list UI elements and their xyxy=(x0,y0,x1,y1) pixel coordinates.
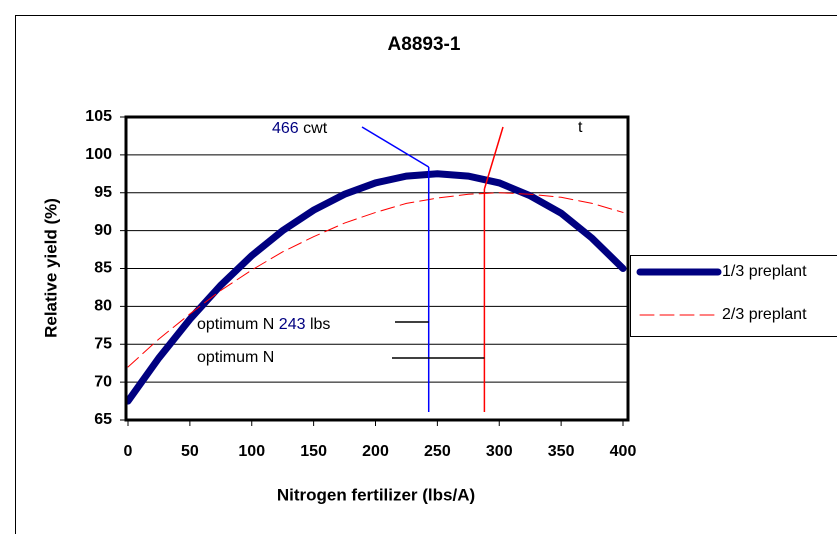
x-tick-label: 0 xyxy=(124,443,133,460)
x-tick-label: 400 xyxy=(610,443,637,460)
data-line xyxy=(124,170,627,405)
y-axis-label: Relative yield (%) xyxy=(41,198,60,338)
marks xyxy=(124,126,627,412)
annotation: 466 cwt xyxy=(272,120,328,137)
legend xyxy=(630,255,837,337)
x-tick-label: 250 xyxy=(424,443,451,460)
annotation: optimum N 243 lbs xyxy=(197,316,330,333)
y-tick-label: 75 xyxy=(94,335,112,352)
legend-label: 2/3 preplant xyxy=(722,306,807,323)
y-tick-label: 80 xyxy=(94,298,112,315)
x-tick-label: 50 xyxy=(181,443,199,460)
annotation-unit: cwt xyxy=(299,120,328,137)
y-tick-label: 100 xyxy=(85,146,112,163)
legend-entries: 1/3 preplant 2/3 preplant xyxy=(636,263,807,323)
annotation-text: optimum N xyxy=(197,316,279,333)
grid: 65 70 75 80 85 90 95 100 105 0 50 100 150 200 250 300 35… xyxy=(85,108,636,460)
x-tick-label: 150 xyxy=(300,443,327,460)
annotation-value: 466 xyxy=(272,120,299,137)
annotation: t xyxy=(578,119,583,136)
y-tick-label: 70 xyxy=(94,373,112,390)
chart-border xyxy=(15,15,837,534)
data-line xyxy=(127,192,624,368)
annotation-unit: lbs xyxy=(306,316,331,333)
x-axis-label: Nitrogen fertilizer (lbs/A) xyxy=(277,485,475,504)
x-tick-label: 100 xyxy=(238,443,265,460)
chart-title: A8893-1 xyxy=(388,34,461,55)
y-tick-label: 85 xyxy=(94,260,112,277)
y-tick-label: 105 xyxy=(85,108,112,125)
y-tick-label: 95 xyxy=(94,184,112,201)
x-tick-label: 200 xyxy=(362,443,389,460)
legend-label: 1/3 preplant xyxy=(722,263,807,280)
x-tick-label: 350 xyxy=(548,443,575,460)
x-tick-label: 300 xyxy=(486,443,513,460)
y-tick-label: 65 xyxy=(94,411,112,428)
leader-line xyxy=(361,126,430,168)
plot-frame xyxy=(124,115,630,422)
annotation: optimum N xyxy=(197,349,274,366)
y-tick-label: 90 xyxy=(94,222,112,239)
leader-line xyxy=(483,126,504,190)
annotation-value: 243 xyxy=(279,316,306,333)
